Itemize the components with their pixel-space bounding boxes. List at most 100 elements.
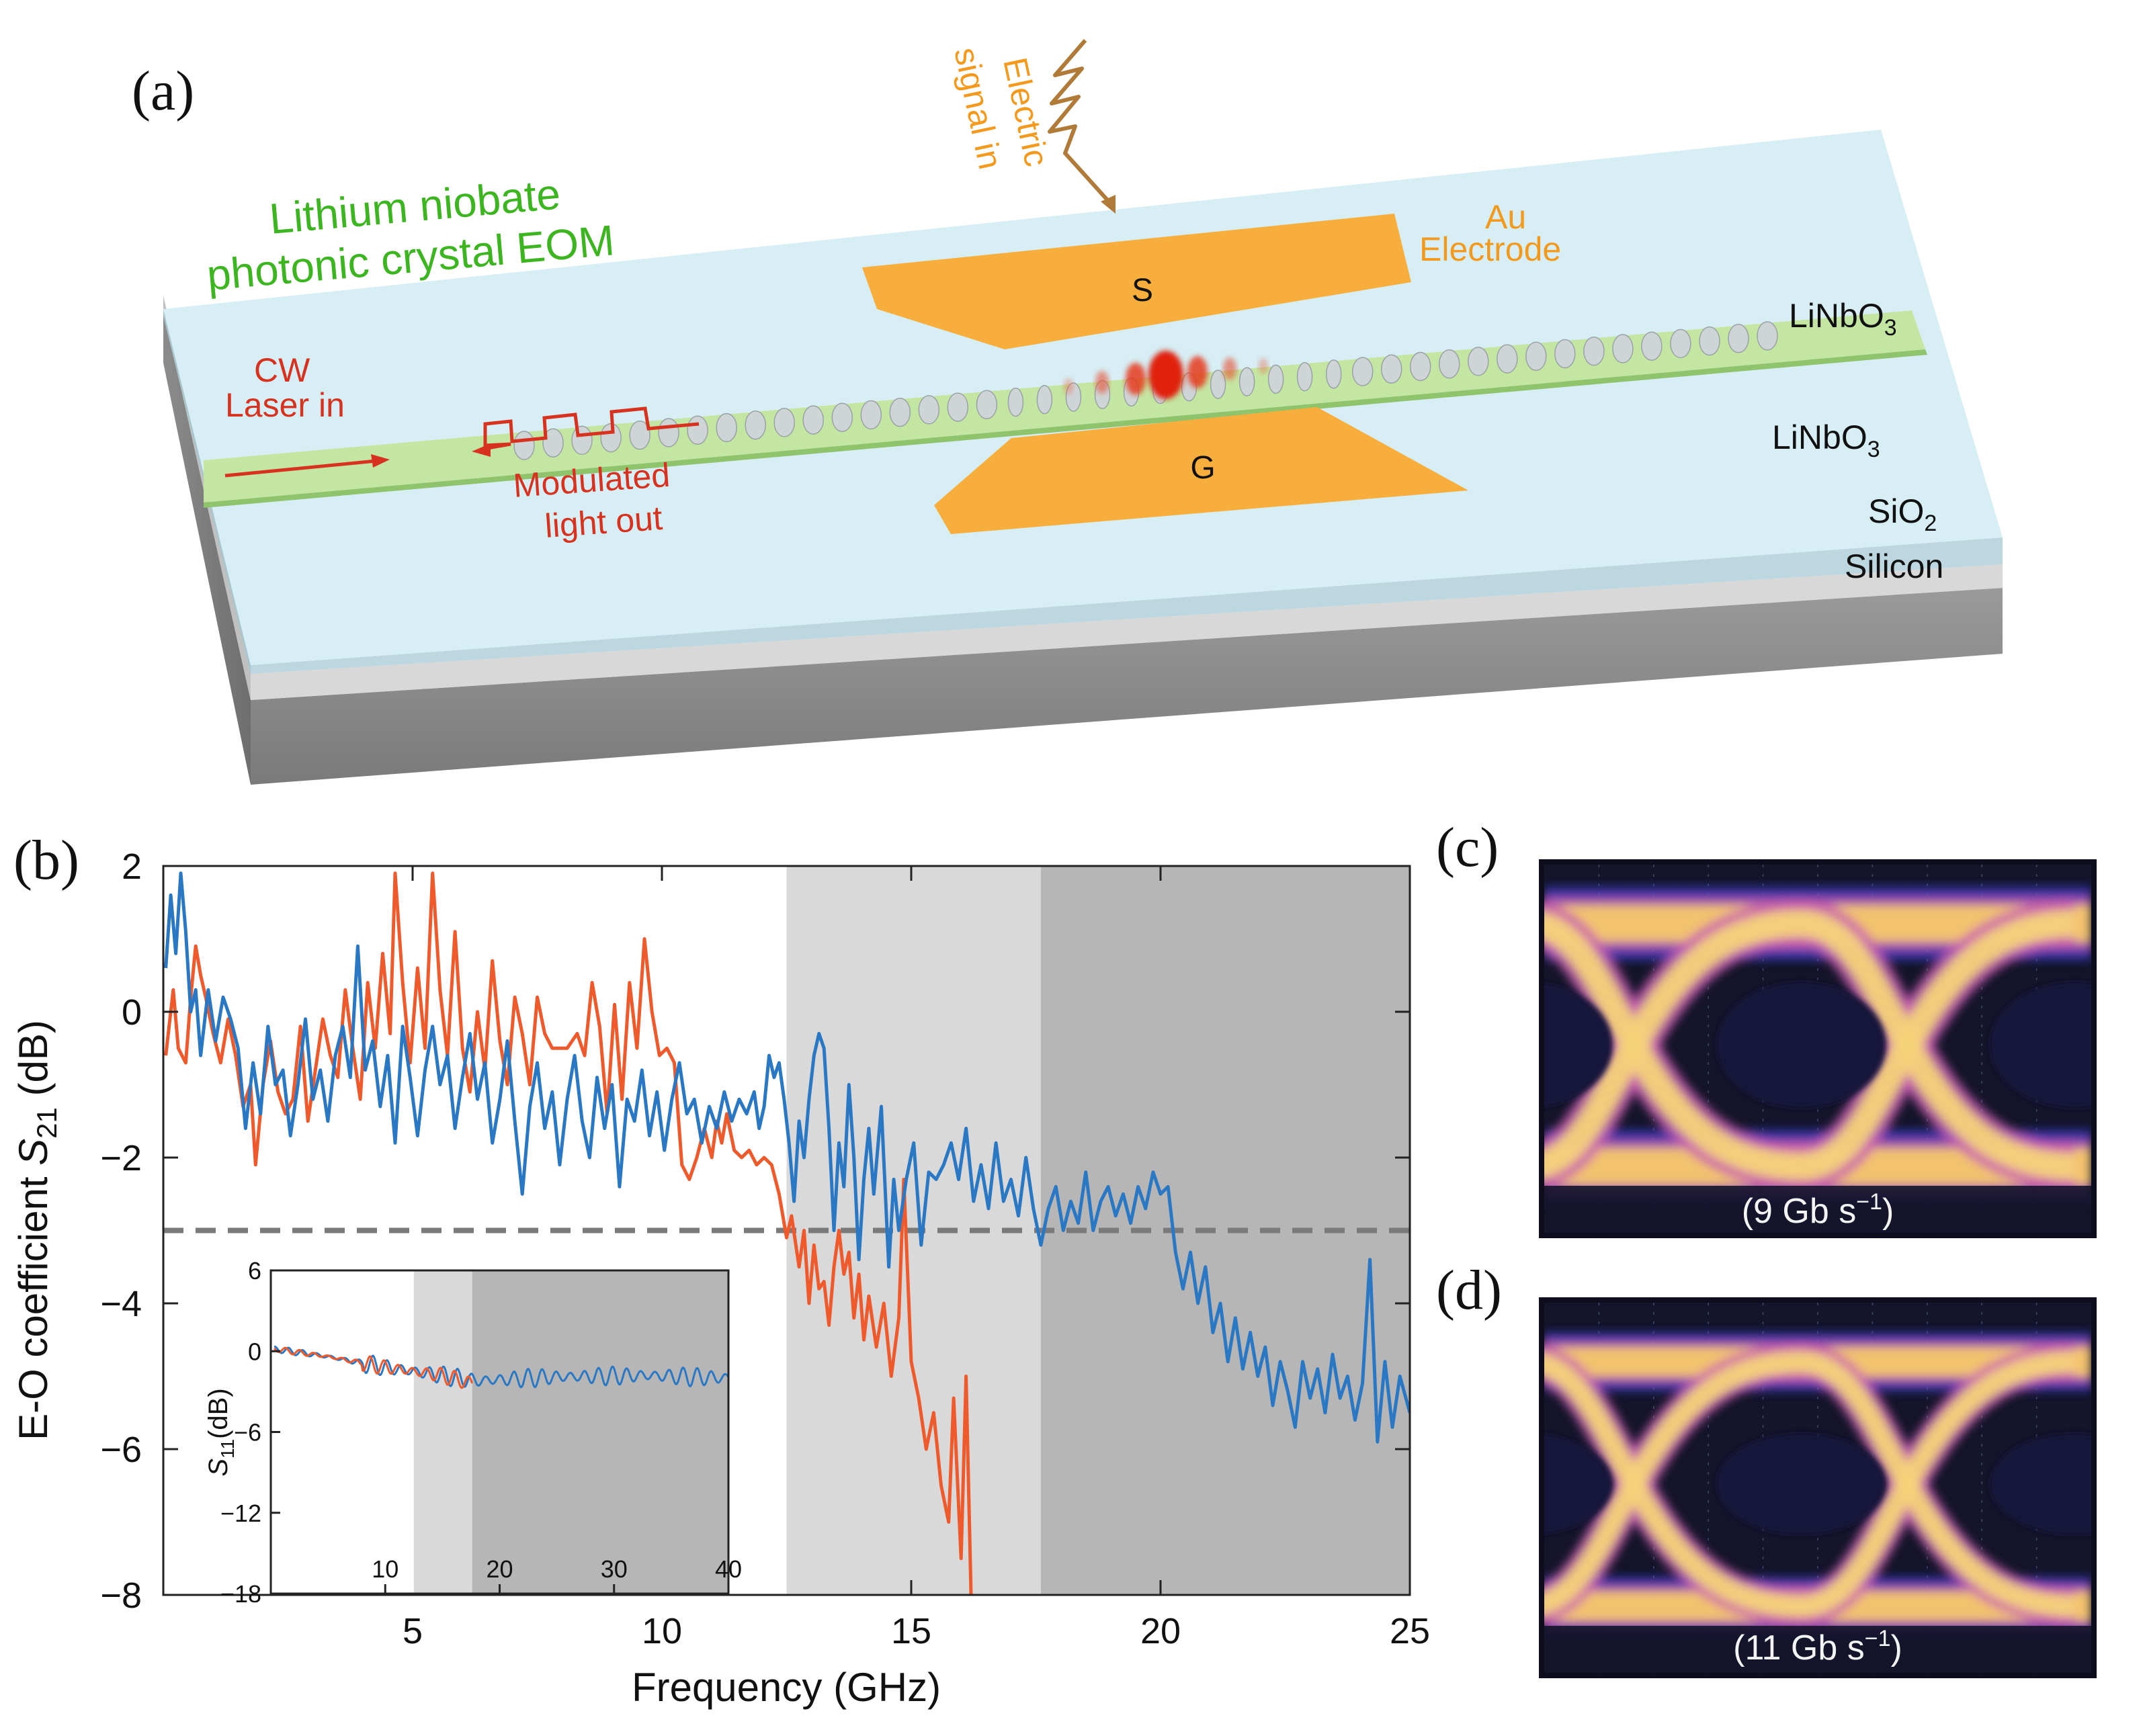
cw-line1: CW: [254, 351, 310, 389]
pc-hole: [889, 397, 911, 427]
x-tick-label: 20: [1140, 1611, 1181, 1651]
electric-signal-arrowhead: [1101, 195, 1116, 214]
inset-x-tick-label: 40: [715, 1555, 742, 1583]
series-orange-line: [164, 871, 973, 1595]
waveguide-edge: [204, 349, 1927, 508]
eye-opening: [1716, 982, 1886, 1109]
pc-hole: [860, 400, 882, 430]
au-line1: Au: [1485, 198, 1526, 236]
pc-hole: [658, 418, 679, 447]
panel-b-label: (b): [13, 829, 79, 892]
electric-signal-wave: [1048, 39, 1111, 204]
photonic-crystal-holes: [513, 321, 1778, 460]
modulated-arrowhead: [472, 443, 491, 457]
electrode-s: [862, 214, 1411, 349]
y-tick-label: −8: [100, 1575, 142, 1616]
panel-c-label: (c): [1436, 816, 1499, 879]
eye-opening: [1990, 982, 2091, 1109]
pc-hole: [773, 408, 795, 437]
cw-line2: Laser in: [225, 386, 345, 424]
device-stack: S G: [163, 130, 2003, 785]
eye-opening: [1716, 1433, 1886, 1535]
pc-hole: [542, 428, 564, 458]
pc-hole: [947, 392, 969, 422]
mod-line2: light out: [544, 499, 664, 545]
inset-y-tick-label: 0: [248, 1338, 261, 1365]
pc-hole: [1267, 364, 1284, 394]
layer-mid-label: LiNbO3: [1772, 419, 1880, 462]
eye-opening: [1544, 983, 1613, 1107]
cw-arrowhead: [371, 454, 390, 468]
electrode-g: [934, 407, 1468, 534]
inset-ylabel: S11(dB): [204, 1388, 238, 1476]
pc-hole: [1525, 341, 1547, 372]
pc-hole: [1497, 344, 1518, 374]
pc-hole: [1757, 321, 1778, 351]
y-tick-label: −4: [100, 1284, 142, 1324]
inset-shaded-dark: [472, 1270, 728, 1594]
panel-a-label: (a): [132, 60, 194, 122]
eye-opening: [1544, 1434, 1613, 1534]
series-blue-line: [164, 871, 1410, 1444]
pc-hole: [1007, 387, 1024, 417]
x-tick-label: 15: [891, 1611, 931, 1651]
eye-diagram-d: [1544, 1303, 2091, 1673]
pc-hole: [1641, 331, 1663, 361]
inset-y-tick-label: −6: [234, 1419, 261, 1446]
pc-hole: [1210, 370, 1226, 399]
pc-hole: [687, 415, 708, 445]
x-tick-label: 25: [1390, 1611, 1430, 1651]
pc-hole: [1296, 361, 1313, 392]
pc-hole: [1468, 347, 1489, 376]
pc-hole: [1670, 329, 1691, 359]
x-tick-label: 5: [403, 1611, 423, 1651]
panel-a: (a): [132, 39, 2003, 785]
inset-x-tick-label: 20: [486, 1555, 513, 1583]
pc-hole: [716, 413, 737, 443]
optical-mode: [1064, 351, 1268, 399]
pc-hole: [976, 390, 998, 420]
cw-arrow: [224, 459, 377, 478]
layer-sio2-label: SiO2: [1868, 492, 1937, 536]
layer-si-label: Silicon: [1845, 548, 1943, 585]
eye-d-caption: (11 Gb s−1): [1733, 1626, 1902, 1667]
silicon-side: [163, 309, 251, 785]
silicon-front: [251, 588, 2003, 785]
pc-hole: [802, 405, 824, 435]
linbo3-front: [251, 537, 2003, 674]
inset-chart: 10 20 30 40 6 0 −6 −12 −18: [220, 1257, 742, 1608]
inset-y-tick-label: −18: [220, 1580, 261, 1608]
electrode-g-label: G: [1190, 450, 1215, 486]
pc-hole: [1612, 334, 1634, 363]
pc-hole: [1036, 385, 1053, 415]
pc-hole: [1238, 367, 1255, 396]
y-tick-label: −2: [100, 1138, 142, 1178]
panel-d: (d) (11 Gb s−1): [1436, 1259, 2097, 1678]
inset-x-tick-label: 10: [372, 1555, 398, 1583]
inset-y-tick-label: −12: [220, 1500, 261, 1527]
pc-hole: [1554, 339, 1576, 369]
panel-d-label: (d): [1436, 1259, 1502, 1321]
pc-hole: [1409, 351, 1431, 382]
pc-hole: [571, 425, 593, 455]
xlabel-main: Frequency (GHz): [632, 1665, 941, 1710]
pc-hole: [1438, 349, 1460, 379]
y-tick-label: 2: [122, 847, 142, 887]
eye-c-caption: (9 Gb s−1): [1742, 1189, 1894, 1231]
pc-hole: [1325, 359, 1342, 389]
waveguide: [204, 310, 1925, 503]
au-line2: Electrode: [1419, 230, 1561, 268]
inset-shaded-light: [413, 1270, 472, 1594]
inset-x-tick-label: 30: [601, 1555, 628, 1583]
eye-diagram-c: [1544, 865, 2091, 1233]
pc-hole: [629, 421, 650, 450]
eye-opening: [1990, 1433, 2091, 1535]
pc-hole: [918, 395, 940, 425]
ylabel-main: E-O coefficient S21 (dB): [11, 1020, 62, 1440]
sio2-front: [251, 564, 2003, 700]
pc-hole: [1351, 357, 1374, 386]
electrode-s-label: S: [1132, 273, 1153, 308]
